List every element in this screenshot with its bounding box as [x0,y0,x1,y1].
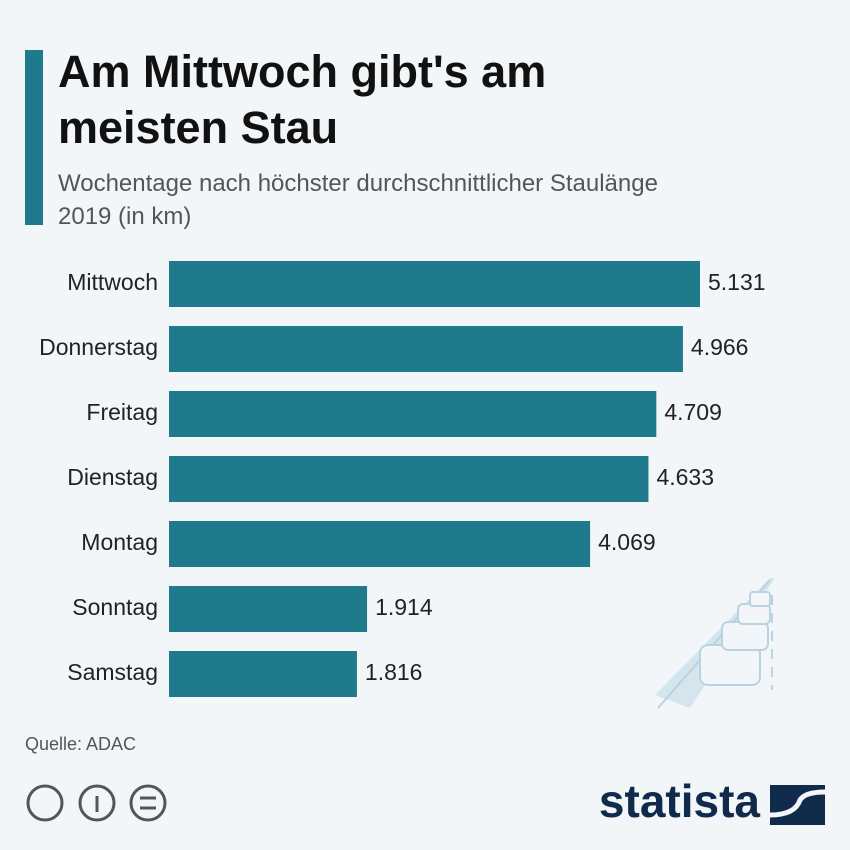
logo-icon [769,785,826,825]
value-label: 4.069 [598,529,656,555]
accent-bar [25,50,43,225]
bar [169,326,683,372]
category-label: Samstag [67,659,158,685]
value-label: 4.709 [664,399,722,425]
bar [169,586,368,632]
category-label: Mittwoch [67,269,158,295]
bar [169,456,649,502]
bar [169,521,591,567]
logo: statista [599,775,760,827]
source: Quelle: ADAC [25,734,136,754]
license-icons [26,784,167,822]
value-label: 4.633 [656,464,714,490]
category-label: Montag [81,529,158,555]
value-label: 4.966 [691,334,749,360]
value-label: 1.816 [365,659,423,685]
value-label: 5.131 [708,269,766,295]
value-label: 1.914 [375,594,433,620]
illustration [655,578,775,709]
category-label: Freitag [86,399,158,425]
chart-title: Am Mittwoch gibt's am meisten Stau [58,46,547,153]
category-label: Dienstag [67,464,158,490]
bar [169,261,700,307]
chart-subtitle: Wochentage nach höchster durchschnittlic… [58,170,658,230]
category-label: Sonntag [72,594,158,620]
bar [169,651,357,697]
bar [169,391,657,437]
category-label: Donnerstag [39,334,158,360]
